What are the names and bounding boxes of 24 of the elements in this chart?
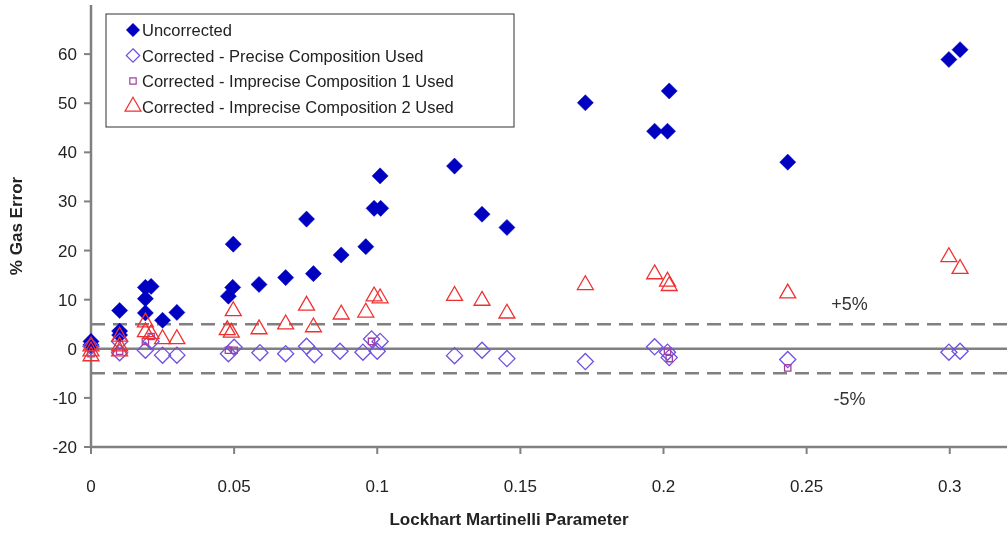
x-tick-label: 0.15 <box>503 477 537 496</box>
y-tick-label: 60 <box>58 45 77 65</box>
ref-line-label: +5% <box>831 294 868 315</box>
x-tick-label: 0.2 <box>651 477 676 496</box>
y-tick-label: 10 <box>58 290 77 310</box>
y-tick-label: -10 <box>52 388 77 408</box>
legend-label: Corrected - Imprecise Composition 1 Used <box>142 72 454 90</box>
y-tick-label: 50 <box>58 94 77 114</box>
ref-line-label: -5% <box>833 389 866 410</box>
y-axis-title: % Gas Error <box>7 176 26 276</box>
x-tick-label: 0.25 <box>790 477 824 496</box>
y-tick-label: -20 <box>52 438 77 457</box>
x-axis-title: Lockhart Martinelli Parameter <box>389 510 629 529</box>
x-tick-label: 0.1 <box>365 477 390 496</box>
x-tick-label: 0.05 <box>217 477 251 496</box>
y-tick-label: 20 <box>58 241 77 261</box>
x-tick-label: 0 <box>86 477 96 496</box>
y-tick-label: 40 <box>58 143 77 163</box>
y-tick-label: 30 <box>58 192 77 212</box>
y-tick-label: 0 <box>67 339 77 359</box>
legend-label: Corrected - Imprecise Composition 2 Used <box>142 97 454 116</box>
x-tick-label: 0.3 <box>937 477 962 496</box>
legend-label: Corrected - Precise Composition Used <box>142 46 424 65</box>
legend-label: Uncorrected <box>142 21 232 39</box>
